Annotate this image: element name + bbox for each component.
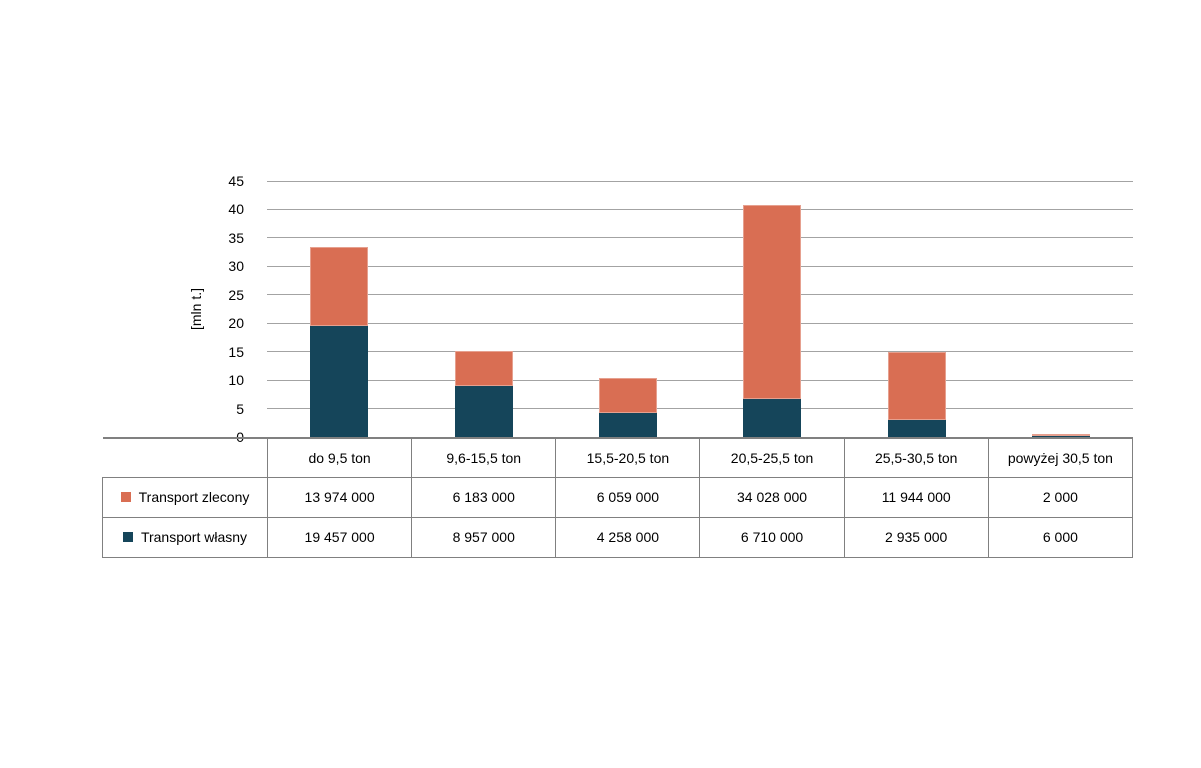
legend-cell-transport-zlecony: Transport zlecony [102,476,268,518]
value-cell: 34 028 000 [699,476,845,518]
gridline-10 [267,379,1133,381]
bar-segment-transport-zlecony-5 [1031,434,1090,436]
y-tick-label-5: 5 [236,400,244,417]
category-label: 20,5-25,5 ton [699,437,845,478]
bar-segment-transport-zlecony-3 [743,205,802,399]
bar-segment-transport-w-asny-1 [454,386,513,437]
table-row-transport-wlasny: Transport własny 19 457 000 8 957 000 4 … [102,516,1134,558]
bar-segment-transport-zlecony-2 [598,378,657,413]
value-cell: 6 059 000 [555,476,701,518]
value-cell: 2 935 000 [843,516,989,558]
y-tick-label-0: 0 [236,429,244,445]
gridline-15 [267,351,1133,353]
table-row-transport-zlecony: Transport zlecony 13 974 000 6 183 000 6… [102,476,1134,518]
value-cell: 13 974 000 [266,476,413,518]
value-cell: 8 957 000 [411,516,557,558]
category-label: 9,6-15,5 ton [411,437,557,478]
bar-segment-transport-zlecony-0 [310,246,369,327]
gridline-35 [267,237,1133,239]
y-tick-label-30: 30 [228,258,244,275]
value-cell: 6 710 000 [699,516,845,558]
value-cell: 6 183 000 [411,476,557,518]
legend-label-wlasny: Transport własny [140,529,248,545]
bar-segment-transport-w-asny-4 [887,420,946,437]
category-label: do 9,5 ton [266,437,413,478]
category-label: 15,5-20,5 ton [555,437,701,478]
gridline-5 [267,408,1133,410]
category-label: 25,5-30,5 ton [843,437,989,478]
y-tick-label-45: 45 [228,173,244,189]
y-axis-ticks: 0 5 10 15 20 25 30 35 40 45 [175,173,244,445]
gridline-25 [267,294,1133,296]
category-label: powyżej 30,5 ton [987,437,1134,478]
plot-area [267,180,1133,437]
y-tick-label-35: 35 [228,229,244,246]
y-tick-label-40: 40 [228,201,244,218]
bar-segment-transport-w-asny-3 [743,398,802,437]
y-tick-label-25: 25 [228,286,244,303]
y-tick-label-15: 15 [228,343,244,360]
gridline-30 [267,265,1133,267]
gridline-20 [267,322,1133,324]
data-table: do 9,5 ton 9,6-15,5 ton 15,5-20,5 ton 20… [102,437,1134,558]
value-cell: 19 457 000 [266,516,413,558]
legend-swatch-wlasny-icon [122,532,133,542]
gridline-45 [267,180,1133,182]
bar-segment-transport-w-asny-2 [598,412,657,437]
value-cell: 4 258 000 [555,516,701,558]
bar-segment-transport-zlecony-4 [887,352,946,421]
legend-header-spacer [102,437,268,477]
gridline-40 [267,208,1133,210]
y-tick-label-20: 20 [228,315,244,332]
bar-segment-transport-zlecony-1 [454,350,513,387]
value-cell: 11 944 000 [843,476,989,518]
bar-segment-transport-w-asny-0 [310,326,369,437]
bar-segment-transport-w-asny-5 [1031,435,1090,437]
legend-swatch-zlecony-icon [120,492,131,502]
legend-cell-transport-wlasny: Transport własny [102,516,268,558]
value-cell: 2 000 [987,476,1134,518]
y-tick-label-10: 10 [228,372,244,389]
category-header-row: do 9,5 ton 9,6-15,5 ton 15,5-20,5 ton 20… [102,437,1134,478]
value-cell: 6 000 [987,516,1134,558]
legend-label-zlecony: Transport zlecony [138,489,250,505]
